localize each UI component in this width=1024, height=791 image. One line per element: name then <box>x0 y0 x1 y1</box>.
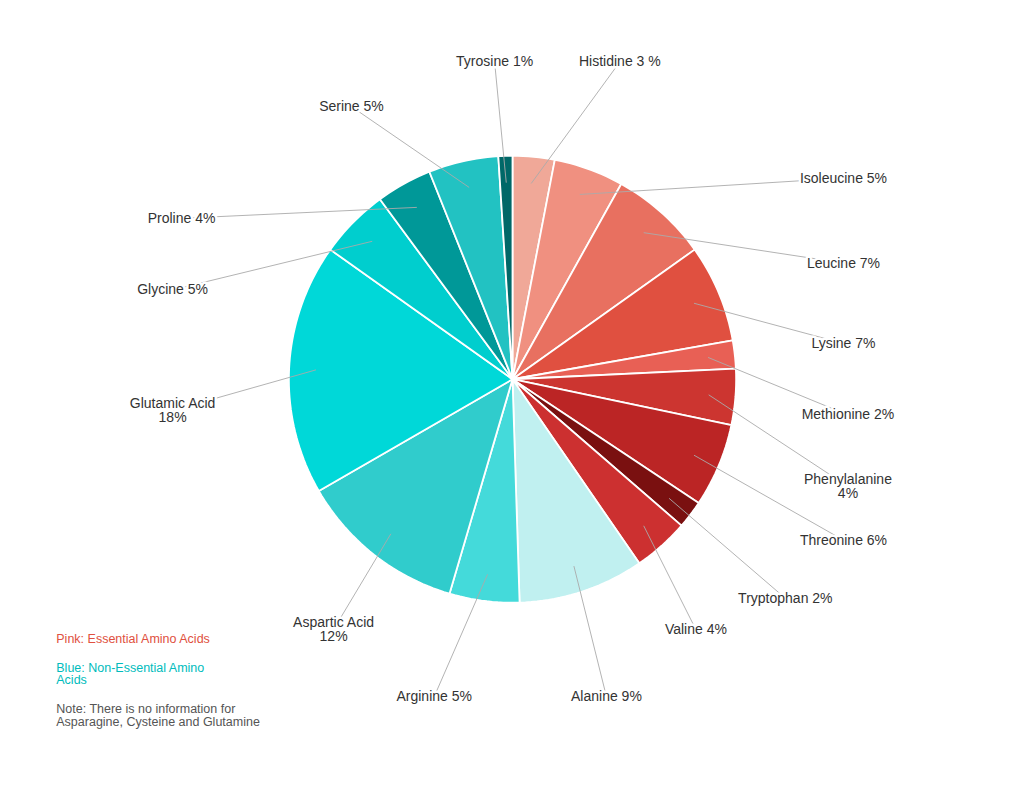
svg-text:Isoleucine 5%: Isoleucine 5% <box>800 170 887 186</box>
svg-text:Glutamic Acid18%: Glutamic Acid18% <box>130 395 216 425</box>
svg-text:Serine 5%: Serine 5% <box>319 98 384 114</box>
svg-text:Threonine 6%: Threonine 6% <box>800 532 887 548</box>
svg-text:Note: There is no information: Note: There is no information forAsparag… <box>56 702 260 729</box>
svg-text:Arginine 5%: Arginine 5% <box>396 688 472 704</box>
svg-text:Leucine 7%: Leucine 7% <box>807 255 880 271</box>
svg-text:Methionine 2%: Methionine 2% <box>802 406 895 422</box>
svg-text:Lysine 7%: Lysine 7% <box>811 335 875 351</box>
svg-text:Pink: Essential Amino Acids: Pink: Essential Amino Acids <box>56 632 210 646</box>
svg-text:Blue: Non-Essential AminoAcids: Blue: Non-Essential AminoAcids <box>56 661 204 688</box>
svg-text:Phenylalanine4%: Phenylalanine4% <box>804 471 892 501</box>
svg-text:Aspartic Acid12%: Aspartic Acid12% <box>293 614 374 644</box>
svg-text:Glycine 5%: Glycine 5% <box>137 281 208 297</box>
svg-text:Proline 4%: Proline 4% <box>148 210 216 226</box>
svg-text:Tryptophan 2%: Tryptophan 2% <box>738 590 832 606</box>
svg-text:Alanine 9%: Alanine 9% <box>571 688 642 704</box>
svg-text:Valine 4%: Valine 4% <box>665 621 727 637</box>
svg-text:Histidine 3 %: Histidine 3 % <box>579 53 661 69</box>
svg-text:Tyrosine 1%: Tyrosine 1% <box>456 53 533 69</box>
